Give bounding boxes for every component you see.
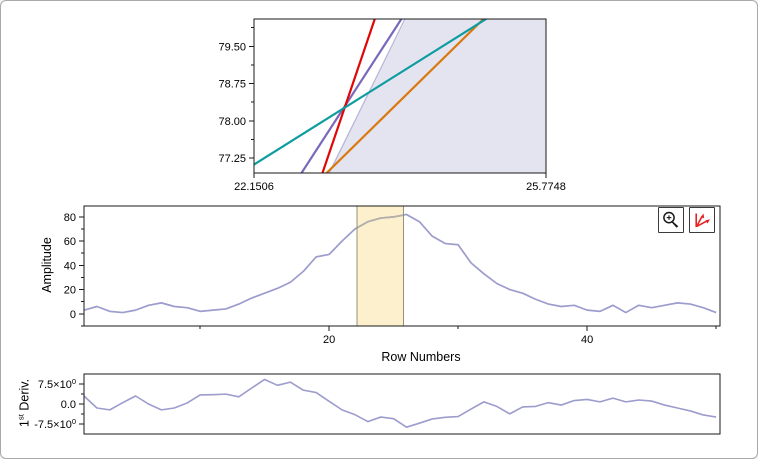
selection-band[interactable] bbox=[356, 206, 404, 326]
teal-line bbox=[254, 19, 489, 166]
row-numbers-x-axis-title: Row Numbers bbox=[381, 350, 461, 364]
tick-label: 20 bbox=[323, 334, 335, 346]
tick-label: 20 bbox=[64, 285, 76, 297]
tick-label: 78.75 bbox=[218, 79, 246, 91]
amplitude-chart: 0 20 40 60 80 20 40 bbox=[64, 205, 721, 346]
zoom-in-button[interactable] bbox=[658, 207, 684, 233]
deriv-y-axis-title: 1st Deriv. bbox=[16, 378, 32, 428]
red-axes-arrows-icon bbox=[695, 213, 710, 228]
orange-line bbox=[325, 19, 486, 173]
tick-label: 80 bbox=[64, 212, 76, 224]
purple-line bbox=[300, 19, 403, 173]
tick-label: 0.0 bbox=[61, 399, 76, 411]
tick-label: 25.7748 bbox=[526, 181, 566, 193]
tick-label: 78.00 bbox=[218, 116, 246, 128]
tick-label: 60 bbox=[64, 236, 76, 248]
tick-label: 77.25 bbox=[218, 153, 246, 165]
tick-label: 0 bbox=[70, 309, 76, 321]
tick-label: 22.1506 bbox=[234, 181, 274, 193]
tick-label: 40 bbox=[64, 260, 76, 272]
tick-label: -7.5×100 bbox=[34, 417, 76, 431]
red-line bbox=[321, 19, 376, 173]
tick-label: 40 bbox=[581, 334, 593, 346]
tick-label: 79.50 bbox=[218, 41, 246, 53]
gray-thin-line bbox=[328, 19, 406, 173]
tick-label: 7.5×100 bbox=[38, 377, 76, 391]
rescale-axes-button[interactable] bbox=[689, 207, 715, 233]
shaded-region bbox=[328, 19, 546, 173]
amplitude-y-axis-title: Amplitude bbox=[40, 237, 54, 293]
zoom-detail-chart: 77.25 78.00 78.75 79.50 22.1506 25.7748 bbox=[218, 18, 566, 193]
first-derivative-chart: 7.5×100 0.0 -7.5×100 bbox=[34, 373, 721, 435]
magnifier-plus-icon bbox=[663, 211, 679, 228]
